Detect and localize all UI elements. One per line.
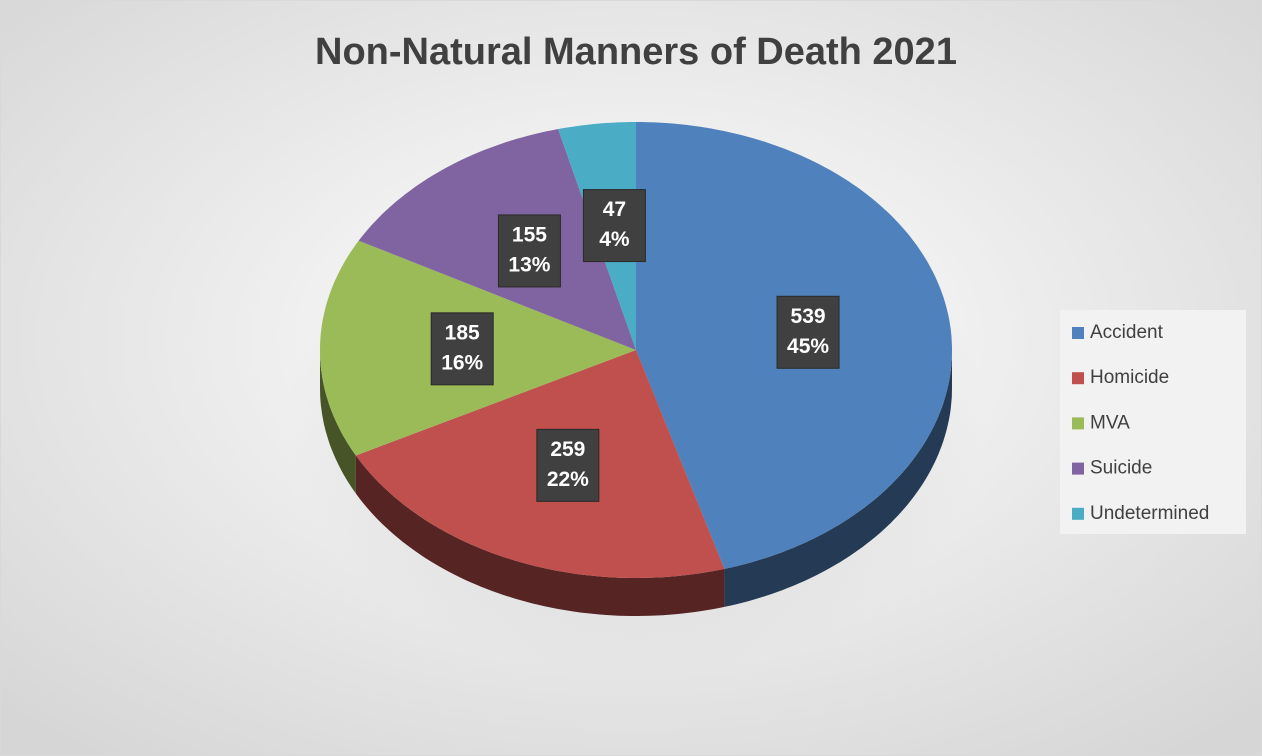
data-label-box <box>430 312 494 386</box>
data-label-percent: 22% <box>547 468 589 491</box>
legend-swatch <box>1072 507 1084 520</box>
legend-label: MVA <box>1090 412 1130 433</box>
data-label-value: 155 <box>512 223 547 246</box>
legend-swatch <box>1072 372 1084 385</box>
data-label-value: 185 <box>445 321 480 344</box>
data-label-box <box>497 214 561 288</box>
data-label-percent: 45% <box>787 335 829 358</box>
data-label: 474% <box>582 189 646 263</box>
pie-side <box>724 350 952 607</box>
pie-slice <box>358 129 636 350</box>
pie-side <box>355 455 725 616</box>
legend-swatch <box>1072 327 1084 339</box>
data-label-percent: 16% <box>441 351 483 374</box>
chart-title: Non-Natural Manners of Death 2021 <box>315 31 957 73</box>
data-label-box <box>582 189 646 263</box>
data-label-box <box>536 428 600 502</box>
legend-box <box>1060 310 1246 534</box>
data-label-percent: 13% <box>508 253 550 276</box>
data-label-value: 47 <box>603 198 626 221</box>
legend-label: Undetermined <box>1090 503 1209 524</box>
data-label-box <box>776 295 840 369</box>
legend-label: Homicide <box>1090 367 1169 388</box>
legend-swatch <box>1072 417 1084 430</box>
legend-swatch <box>1072 462 1084 475</box>
legend-label: Suicide <box>1090 458 1152 479</box>
legend: Accident Homicide MVA Suicide Undetermined <box>1072 322 1209 524</box>
data-label-value: 539 <box>791 305 826 328</box>
pie-sides <box>320 350 952 616</box>
legend-label: Accident <box>1090 322 1164 343</box>
pie-side <box>320 350 356 494</box>
data-label-percent: 4% <box>599 228 630 251</box>
data-label-value: 259 <box>550 438 585 461</box>
